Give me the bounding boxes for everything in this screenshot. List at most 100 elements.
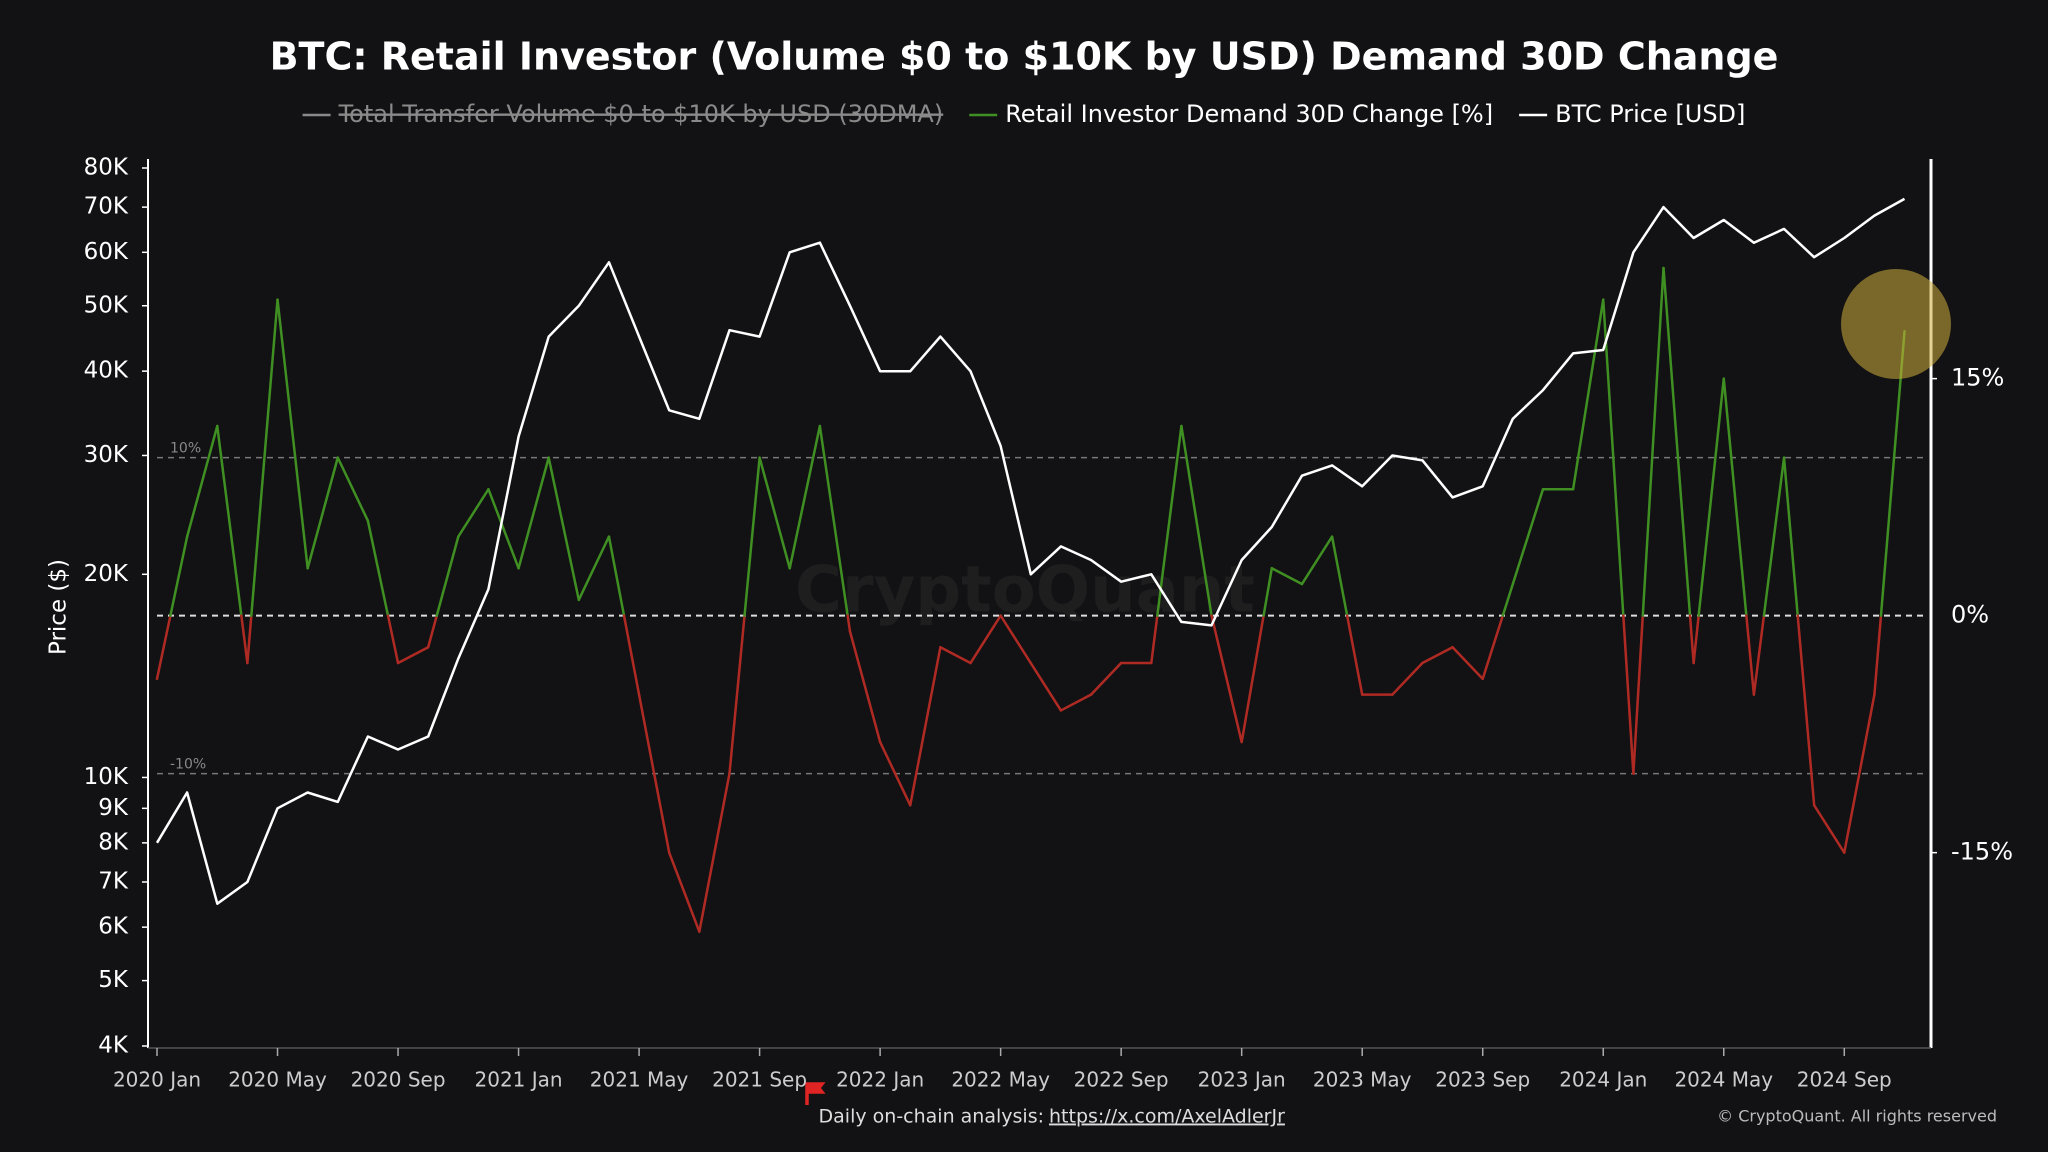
legend-label: Total Transfer Volume $0 to $10K by USD … (338, 100, 944, 128)
x-tick-label: 2022 Jan (836, 1068, 924, 1092)
legend-label: Retail Investor Demand 30D Change [%] (1005, 100, 1493, 128)
demand-segment (457, 487, 490, 538)
demand-segment (667, 851, 701, 933)
x-tick-label: 2020 Sep (351, 1068, 446, 1092)
demand-segment (1330, 535, 1349, 617)
x-tick-label: 2021 Sep (712, 1068, 807, 1092)
demand-segment (1762, 456, 1786, 617)
flag-icon (805, 1082, 826, 1105)
demand-segment (637, 693, 671, 854)
x-tick-label: 2021 May (590, 1068, 689, 1092)
y-tick-label: 9K (98, 795, 129, 821)
y-tick-label: 80K (84, 155, 129, 181)
demand-segment (1059, 693, 1093, 712)
y-tick-label: 60K (84, 239, 129, 265)
x-tick-label: 2024 May (1674, 1068, 1773, 1092)
demand-segment (969, 614, 1002, 665)
demand-segment (1089, 661, 1123, 696)
demand-segment (1796, 614, 1816, 807)
demand-segment (1641, 266, 1665, 617)
demand-segment (276, 298, 309, 570)
highlight-circle (1841, 269, 1951, 379)
demand-segment (517, 456, 550, 570)
x-tick-label: 2021 Jan (475, 1068, 563, 1092)
demand-segment (1240, 614, 1265, 744)
footer-link[interactable]: https://x.com/AxelAdlerJr (1049, 1106, 1285, 1128)
x-tick-label: 2023 Jan (1198, 1068, 1286, 1092)
y-tick-label: 6K (98, 914, 129, 940)
demand-segment (758, 456, 791, 570)
demand-segment (386, 614, 400, 665)
demand-segment (396, 645, 430, 665)
demand-segment (1688, 614, 1695, 665)
demand-segment (169, 535, 189, 617)
demand-segment (939, 645, 972, 665)
y2-tick-label: 0% (1951, 601, 1989, 629)
demand-segment (1451, 645, 1484, 681)
demand-segment (1571, 298, 1605, 491)
x-tick-label: 2024 Sep (1797, 1068, 1892, 1092)
demand-segment (1632, 614, 1645, 775)
demand-segment (1812, 803, 1846, 854)
demand-segment (1345, 614, 1364, 696)
demand-segment (622, 614, 641, 696)
demand-segment (607, 535, 626, 617)
demand-segment (909, 645, 942, 807)
reference-label: -10% (170, 757, 206, 773)
y-tick-label: 50K (84, 292, 129, 318)
y-tick-label: 8K (98, 829, 129, 855)
x-tick-label: 2023 Sep (1435, 1068, 1530, 1092)
y-tick-label: 7K (98, 868, 129, 894)
y-tick-label: 10K (84, 764, 129, 790)
demand-segment (1782, 456, 1799, 617)
y-tick-label: 30K (84, 442, 129, 468)
y2-tick-label: 15% (1951, 364, 2004, 392)
demand-segment (1150, 614, 1159, 665)
demand-segment (1622, 614, 1635, 775)
y2-tick-label: -15% (1951, 838, 2013, 866)
y-axis-label: Price ($) (46, 559, 72, 655)
demand-segment (577, 535, 611, 602)
demand-segment (1501, 582, 1515, 617)
demand-segment (155, 614, 172, 681)
price-line (155, 197, 1906, 905)
demand-segment (1391, 661, 1424, 696)
legend-label: BTC Price [USD] (1555, 100, 1745, 128)
demand-segment (1210, 614, 1243, 744)
demand-segment (1752, 614, 1766, 696)
y-tick-label: 5K (98, 967, 129, 993)
copyright: © CryptoQuant. All rights reserved (1717, 1107, 1997, 1126)
plot-area: 10% -10% (155, 197, 1925, 933)
x-tick-label: 2024 Jan (1559, 1068, 1647, 1092)
demand-segment (1745, 614, 1756, 696)
demand-segment (1697, 377, 1726, 617)
demand-segment (435, 535, 460, 617)
demand-segment (698, 772, 731, 933)
demand-segment (1601, 298, 1625, 617)
x-tick-label: 2020 May (228, 1068, 327, 1092)
demand-segment (487, 487, 520, 570)
demand-segment (1029, 661, 1063, 712)
demand-segment (846, 614, 852, 633)
y-tick-label: 4K (98, 1033, 129, 1059)
y-tick-label: 70K (84, 194, 129, 220)
demand-segment (547, 456, 581, 602)
demand-segment (240, 614, 249, 665)
demand-segment (818, 424, 849, 617)
chart-title: BTC: Retail Investor (Volume $0 to $10K … (270, 35, 1779, 79)
demand-segment (999, 614, 1033, 665)
demand-segment (848, 630, 882, 744)
demand-segment (185, 424, 219, 538)
demand-segment (1262, 566, 1274, 617)
demand-segment (743, 456, 761, 617)
demand-segment (1180, 424, 1213, 617)
y-tick-label: 40K (84, 358, 129, 384)
demand-segment (1156, 424, 1183, 617)
x-tick-label: 2022 May (951, 1068, 1050, 1092)
demand-segment (1421, 645, 1454, 665)
demand-segment (1270, 566, 1304, 586)
demand-segment (246, 614, 253, 665)
demand-segment (1481, 614, 1505, 681)
